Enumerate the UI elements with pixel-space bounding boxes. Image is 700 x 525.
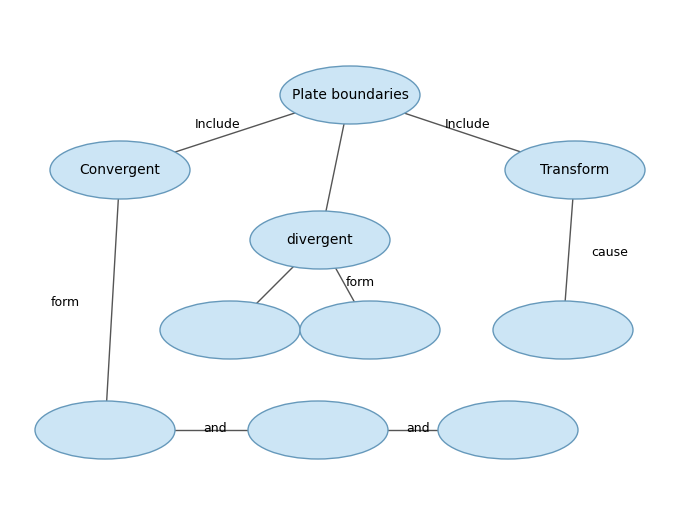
Text: Convergent: Convergent — [80, 163, 160, 177]
Ellipse shape — [438, 401, 578, 459]
Ellipse shape — [280, 66, 420, 124]
Ellipse shape — [248, 401, 388, 459]
Text: Transform: Transform — [540, 163, 610, 177]
Ellipse shape — [50, 141, 190, 199]
Text: cause: cause — [592, 246, 629, 258]
Ellipse shape — [505, 141, 645, 199]
Ellipse shape — [250, 211, 390, 269]
Text: Include: Include — [445, 119, 491, 131]
Text: divergent: divergent — [287, 233, 354, 247]
Ellipse shape — [35, 401, 175, 459]
Ellipse shape — [493, 301, 633, 359]
Text: form: form — [50, 297, 80, 310]
Ellipse shape — [300, 301, 440, 359]
Text: Plate boundaries: Plate boundaries — [292, 88, 408, 102]
Ellipse shape — [160, 301, 300, 359]
Text: form: form — [345, 277, 375, 289]
Text: and: and — [406, 422, 430, 435]
Text: and: and — [203, 422, 227, 435]
Text: Include: Include — [195, 119, 241, 131]
